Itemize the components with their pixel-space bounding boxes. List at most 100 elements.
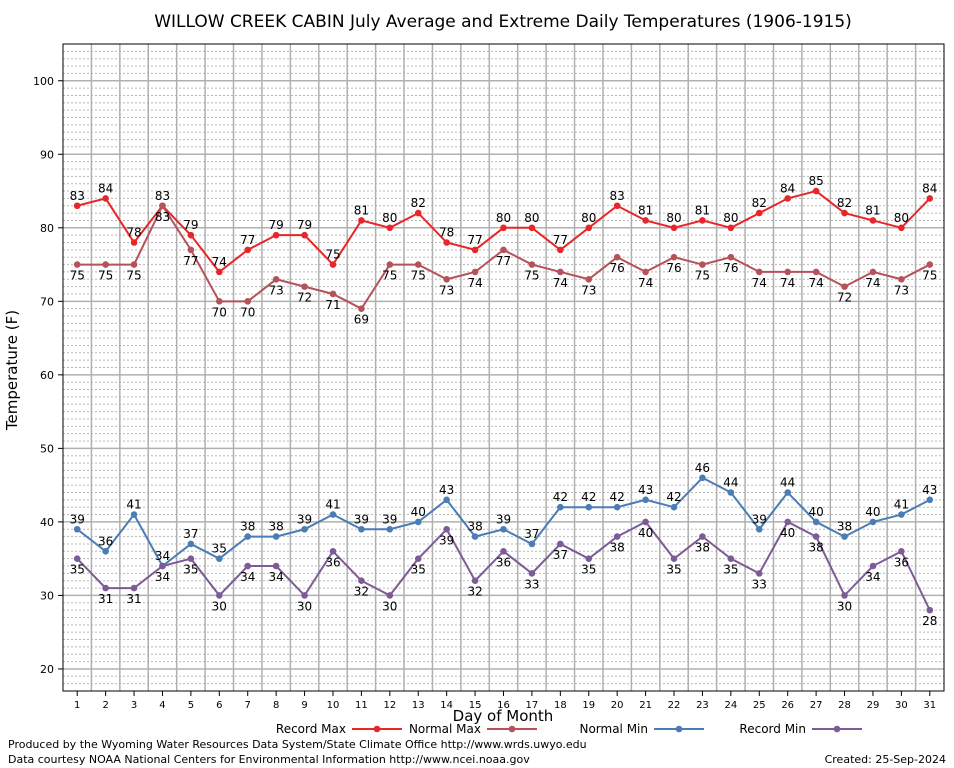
data-label: 83 [155, 210, 170, 224]
data-point [898, 511, 905, 518]
data-point [130, 239, 138, 246]
x-tick-label: 8 [273, 700, 279, 711]
data-point [613, 533, 621, 540]
data-point [102, 261, 109, 268]
data-point [102, 548, 109, 555]
data-label: 81 [695, 203, 710, 217]
data-label: 74 [865, 276, 880, 290]
y-tick-label: 20 [40, 663, 54, 676]
data-label: 37 [524, 527, 539, 541]
data-label: 35 [70, 563, 85, 577]
data-label: 79 [297, 218, 312, 232]
y-tick-label: 40 [40, 516, 54, 529]
data-point [670, 224, 678, 232]
legend-item-record-max: Record Max [276, 722, 402, 736]
data-point [358, 305, 365, 312]
data-label: 72 [297, 291, 312, 305]
data-label: 38 [240, 520, 255, 534]
legend-marker [675, 725, 683, 733]
data-label: 73 [269, 283, 284, 297]
data-point [585, 503, 593, 511]
data-point [443, 275, 450, 283]
data-point [926, 261, 934, 268]
data-label: 74 [467, 276, 482, 290]
x-tick-label: 17 [526, 700, 539, 711]
data-label: 43 [439, 483, 454, 497]
data-label: 36 [496, 555, 511, 569]
data-label: 34 [155, 549, 170, 563]
data-label: 70 [212, 305, 227, 319]
x-tick-label: 15 [469, 700, 482, 711]
data-point [301, 592, 308, 599]
data-label: 85 [808, 174, 823, 188]
data-point [755, 525, 763, 533]
data-point [471, 577, 479, 585]
data-labels: 83 84 78 83 79 74 77 79 79 75 81 80 82 78 77 80 80 77 80 83… [70, 174, 938, 628]
x-tick-label: 6 [216, 700, 222, 711]
data-point [755, 570, 763, 577]
legend: Record Max Normal Max Normal Min Record Min [276, 722, 862, 736]
data-label: 80 [666, 211, 681, 225]
x-tick-label: 13 [412, 700, 425, 711]
data-label: 40 [780, 526, 795, 540]
legend-item-normal-min: Normal Min [579, 722, 704, 736]
data-point [73, 525, 81, 533]
data-label: 36 [325, 555, 340, 569]
grid-lines [63, 43, 944, 692]
data-point [613, 202, 621, 210]
data-label: 35 [411, 563, 426, 577]
data-point [642, 496, 649, 504]
data-label: 30 [837, 599, 852, 613]
data-point [585, 224, 593, 232]
data-label: 44 [723, 475, 738, 489]
data-point [727, 489, 735, 496]
data-point [841, 209, 848, 217]
data-label: 74 [780, 276, 795, 290]
data-point [898, 275, 905, 283]
data-label: 80 [723, 211, 738, 225]
data-point [670, 253, 678, 261]
data-point [386, 224, 394, 232]
data-point [244, 562, 252, 570]
data-point [500, 548, 507, 555]
data-point [557, 268, 564, 276]
data-label: 32 [354, 585, 369, 599]
data-label: 38 [269, 520, 284, 534]
data-point [159, 202, 166, 210]
data-point [244, 298, 252, 305]
data-point [329, 548, 337, 555]
data-point [812, 518, 820, 526]
data-label: 35 [723, 563, 738, 577]
data-label: 82 [837, 196, 852, 210]
data-point [557, 246, 564, 254]
data-point [73, 261, 81, 268]
data-point [216, 592, 223, 599]
data-point [386, 525, 394, 533]
data-point [130, 584, 138, 592]
y-tick-label: 30 [40, 589, 54, 602]
legend-label: Record Min [739, 722, 806, 736]
data-point [585, 555, 593, 562]
data-point [244, 533, 252, 540]
data-point [272, 231, 280, 239]
data-label: 79 [183, 218, 198, 232]
data-point [500, 246, 507, 254]
data-point [187, 540, 195, 548]
data-label: 46 [695, 461, 710, 475]
y-axis-label: Temperature (F) [3, 310, 21, 431]
data-point [301, 525, 308, 533]
data-point [613, 503, 621, 511]
data-label: 75 [695, 269, 710, 283]
data-point [812, 187, 820, 195]
data-label: 41 [894, 498, 909, 512]
data-point [557, 503, 564, 511]
x-tick-label: 18 [554, 700, 567, 711]
x-tick-label: 7 [245, 700, 251, 711]
data-label: 83 [70, 189, 85, 203]
data-point [471, 246, 479, 254]
data-point [73, 555, 81, 562]
data-point [443, 525, 450, 533]
x-tick-label: 23 [696, 700, 709, 711]
data-label: 77 [183, 254, 198, 268]
data-label: 28 [922, 614, 937, 628]
